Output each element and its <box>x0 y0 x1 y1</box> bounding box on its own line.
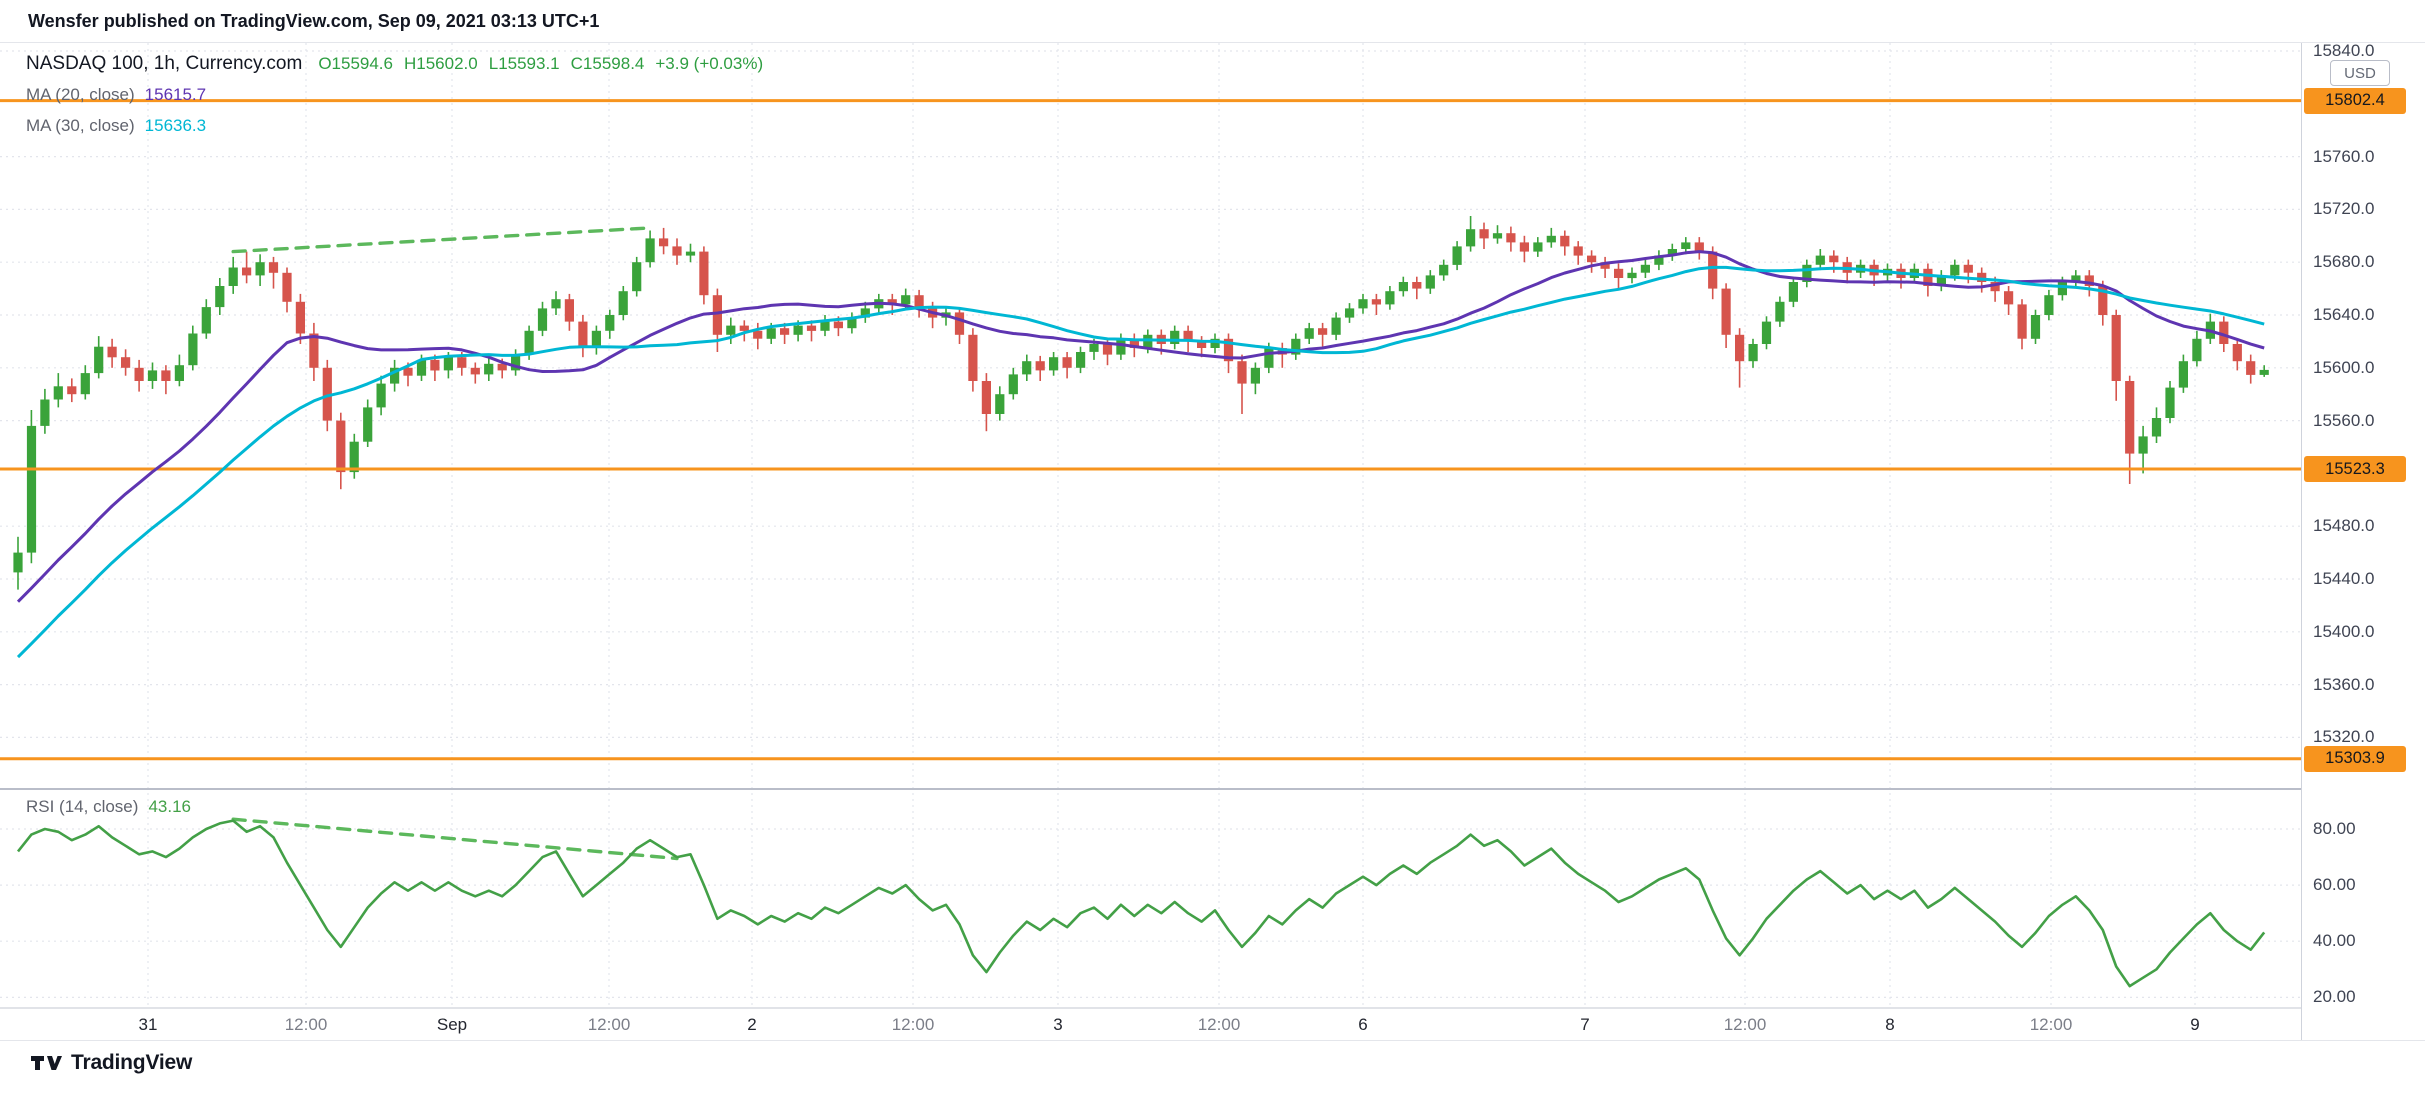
tradingview-logo-icon <box>31 1056 62 1070</box>
price-tick-label: 15360.0 <box>2313 674 2375 694</box>
rsi-tick-label: 80.00 <box>2313 819 2356 838</box>
rsi-line[interactable] <box>16 819 2266 988</box>
ohlc-values: O15594.6 H15602.0 L15593.1 C15598.4 <box>318 54 644 74</box>
candles <box>13 216 2269 590</box>
price-tick-label: 15600.0 <box>2313 357 2375 377</box>
time-axis[interactable]: 31 12:00 Sep 12:00 2 12:00 3 12:00 6 7 12:00 8 12:00… <box>0 1009 2301 1040</box>
rsi-value: 43.16 <box>148 797 191 816</box>
symbol-title[interactable]: NASDAQ 100, 1h, Currency.com <box>26 52 303 74</box>
grid-lines <box>0 43 2301 1007</box>
ma20-value: 15615.7 <box>144 84 207 104</box>
time-axis-label: Sep <box>436 1014 468 1034</box>
publish-info: Wensfer published on TradingView.com, Se… <box>28 10 600 31</box>
time-axis-label: 3 <box>1053 1014 1063 1034</box>
rsi-trendline[interactable] <box>231 817 679 861</box>
price-trendline[interactable] <box>231 226 652 254</box>
price-line-label: 15303.9 <box>2304 745 2406 772</box>
high-value: H15602.0 <box>404 53 478 73</box>
price-tick-label: 15720.0 <box>2313 199 2375 219</box>
price-tick-label: 15320.0 <box>2313 727 2375 747</box>
price-tick-label: 15640.0 <box>2313 305 2375 324</box>
chart-bottom-border <box>0 1040 2425 1041</box>
close-value: C15598.4 <box>570 53 645 73</box>
time-axis-label: 12:00 <box>1197 1014 1241 1034</box>
ma30-legend-row: MA (30, close) 15636.3 <box>26 112 763 139</box>
tradingview-logo[interactable]: TradingView <box>30 1051 192 1075</box>
ma-20-line[interactable] <box>16 250 2265 603</box>
rsi-tick-label: 40.00 <box>2313 931 2356 951</box>
time-axis-label: 31 <box>138 1014 158 1034</box>
symbol-legend: NASDAQ 100, 1h, Currency.com O15594.6 H1… <box>26 50 763 143</box>
time-axis-label: 7 <box>1580 1014 1590 1034</box>
price-tick-label: 15440.0 <box>2313 569 2375 588</box>
time-axis-label: 12:00 <box>587 1014 631 1034</box>
ma20-legend-row: MA (20, close) 15615.7 <box>26 81 763 108</box>
time-axis-label: 12:00 <box>1723 1014 1767 1034</box>
currency-unit-toggle[interactable]: USD <box>2330 60 2390 86</box>
price-tick-label: 15560.0 <box>2313 410 2375 430</box>
rsi-tick-label: 20.00 <box>2313 987 2356 1007</box>
ma-30-line[interactable] <box>16 265 2265 659</box>
price-tick-label: 15760.0 <box>2313 146 2375 166</box>
time-axis-label: 2 <box>747 1014 757 1034</box>
ma30-value: 15636.3 <box>144 115 207 135</box>
rsi-label[interactable]: RSI (14, close) <box>26 797 139 816</box>
time-axis-label: 6 <box>1358 1014 1368 1034</box>
rsi-tick-label: 60.00 <box>2313 875 2356 895</box>
price-tick-label: 15840.0 <box>2313 41 2375 60</box>
price-line-label: 15802.4 <box>2304 87 2406 114</box>
price-line-label: 15523.3 <box>2304 456 2406 483</box>
price-tick-label: 15400.0 <box>2313 621 2375 641</box>
time-axis-label: 8 <box>1885 1014 1895 1034</box>
time-axis-label: 12:00 <box>284 1014 328 1034</box>
publish-header: Wensfer published on TradingView.com, Se… <box>0 0 2425 43</box>
rsi-legend: RSI (14, close) 43.16 <box>26 797 191 817</box>
tradingview-logo-text: TradingView <box>71 1051 193 1074</box>
chart-plot-area[interactable] <box>0 43 2301 1009</box>
symbol-legend-row: NASDAQ 100, 1h, Currency.com O15594.6 H1… <box>26 50 763 77</box>
time-axis-label: 12:00 <box>2029 1014 2073 1034</box>
low-value: L15593.1 <box>488 53 560 73</box>
ma30-label[interactable]: MA (30, close) <box>26 115 135 135</box>
ma20-label[interactable]: MA (20, close) <box>26 84 135 104</box>
time-axis-label: 9 <box>2190 1014 2200 1034</box>
price-axis[interactable]: USD 15840.0 15760.0 15720.0 15680.0 15640.0 1… <box>2301 41 2425 1040</box>
change-value: +3.9 (+0.03%) <box>655 53 764 73</box>
time-axis-label: 12:00 <box>891 1014 935 1034</box>
price-tick-label: 15480.0 <box>2313 516 2375 536</box>
price-tick-label: 15680.0 <box>2313 252 2375 272</box>
open-value: O15594.6 <box>318 53 393 73</box>
